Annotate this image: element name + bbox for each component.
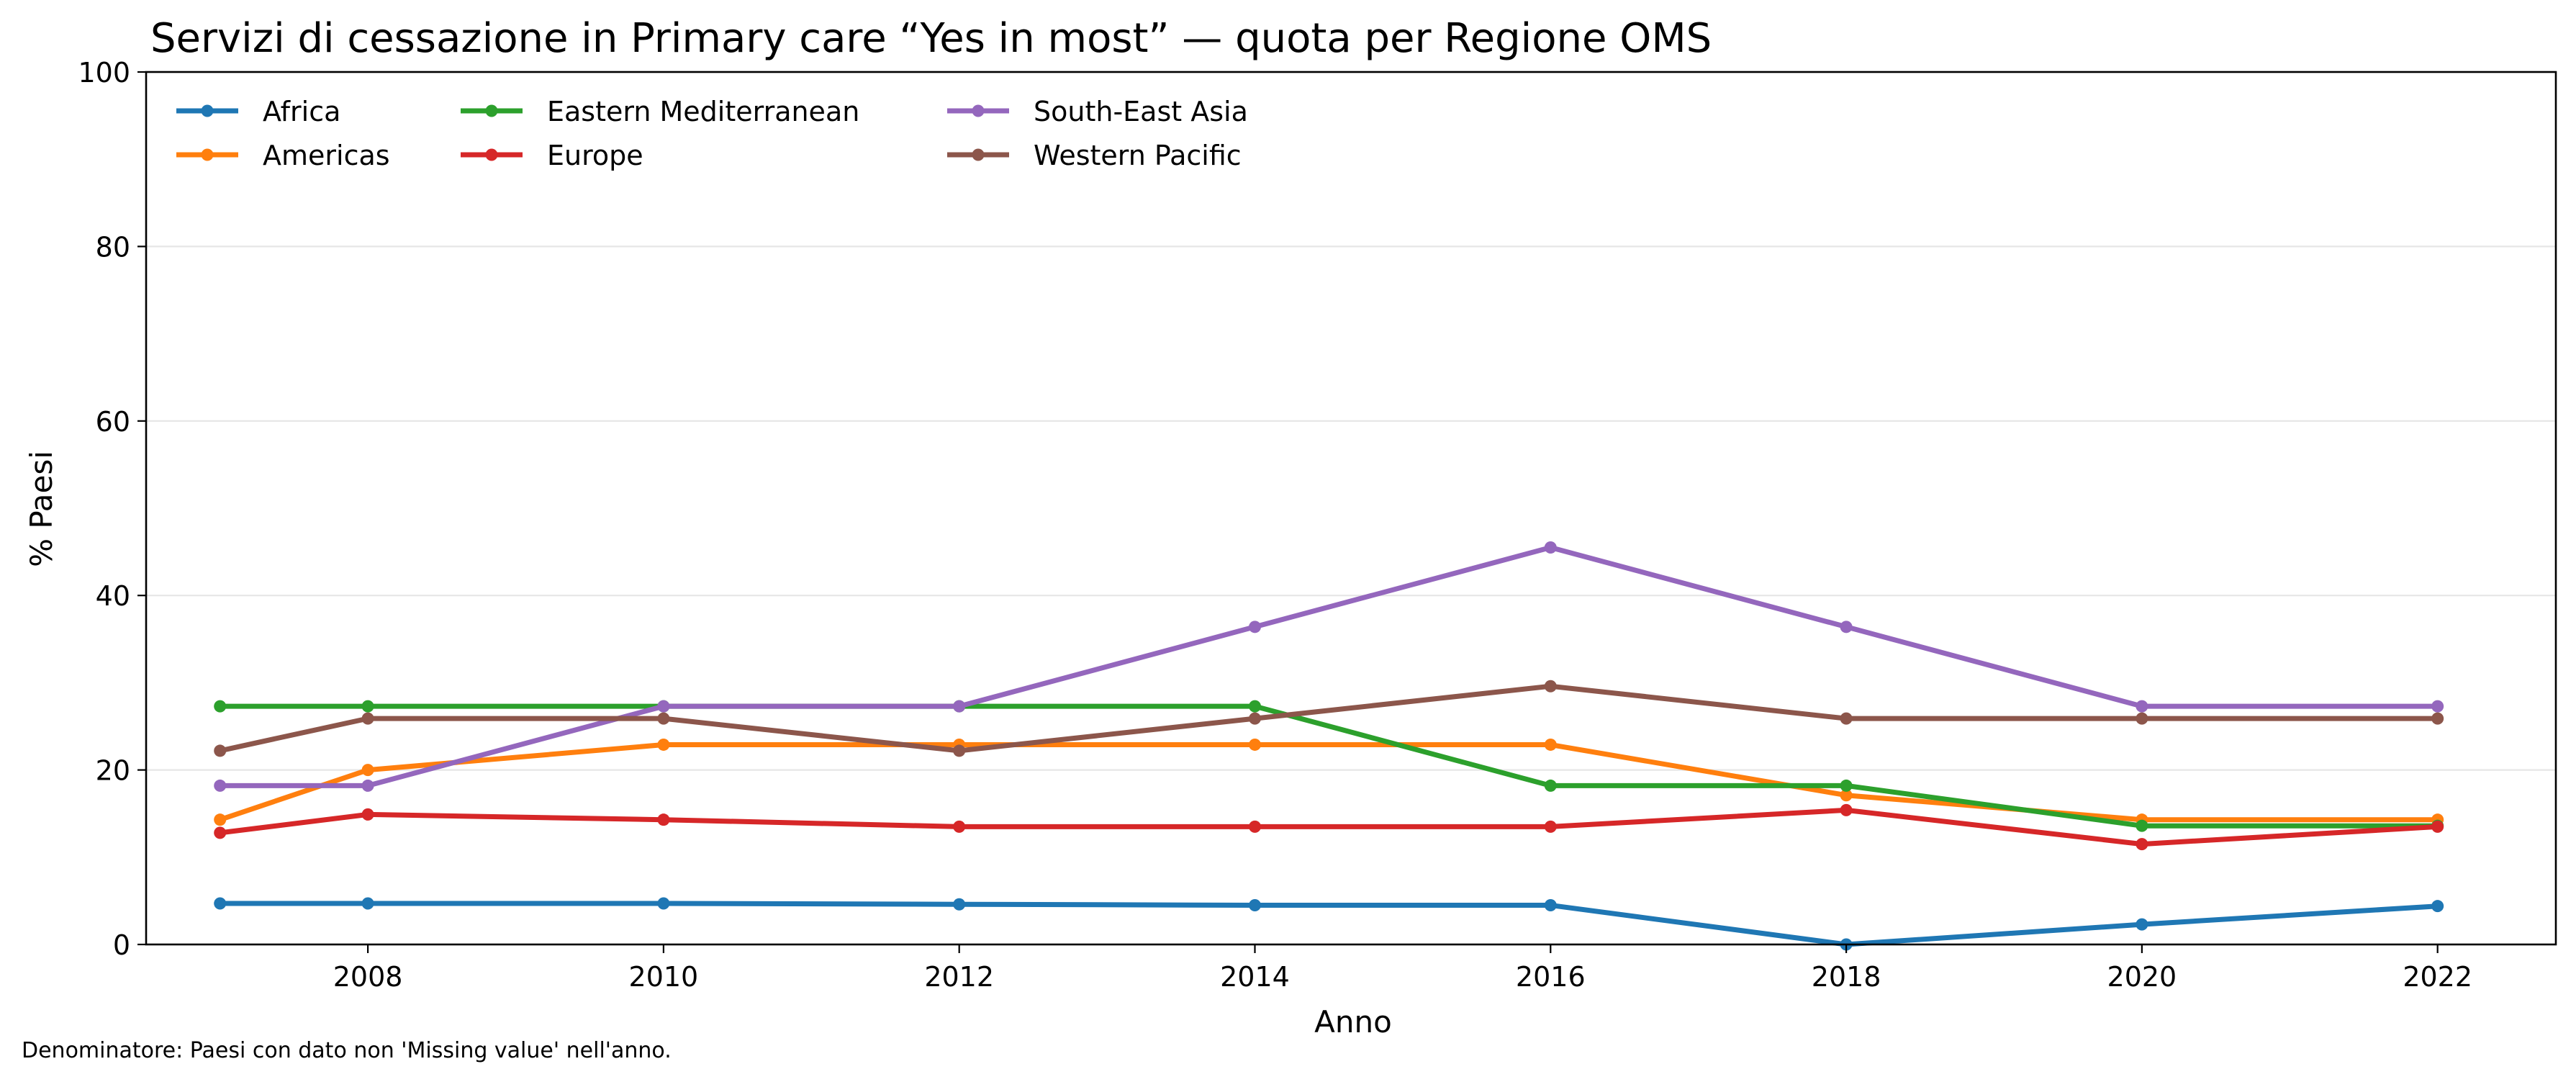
data-point [214, 897, 227, 910]
data-point [214, 700, 227, 713]
legend-item: Africa [176, 96, 340, 127]
x-tick-label: 2012 [924, 961, 994, 993]
legend-item: South-East Asia [947, 96, 1248, 127]
axes: 0 20 40 60 80 100 2008 2010 2012 2014 2016 2018 2020… [78, 57, 2472, 993]
series-europe [214, 803, 2444, 851]
data-point [657, 712, 670, 725]
series-layer [214, 541, 2444, 951]
data-point [953, 820, 966, 833]
data-point [1544, 541, 1557, 554]
data-point [214, 813, 227, 826]
series-africa [214, 897, 2444, 951]
legend-item: Eastern Mediterranean [461, 96, 859, 127]
x-axis-label: Anno [1314, 1004, 1392, 1039]
legend-marker [201, 104, 214, 117]
data-point [214, 826, 227, 839]
plot-frame [145, 71, 2557, 946]
y-tick-label: 20 [96, 755, 130, 787]
data-point [657, 897, 670, 910]
legend: Africa Americas Eastern Mediterranean Europ… [176, 96, 1248, 171]
data-point [2136, 838, 2148, 851]
data-point [1544, 779, 1557, 792]
grid-lines [146, 245, 2556, 771]
x-tick-label: 2016 [1516, 961, 1586, 993]
data-point [1840, 621, 1853, 633]
data-point [1248, 712, 1261, 725]
legend-marker [972, 148, 985, 161]
data-point [361, 779, 374, 792]
data-point [2431, 820, 2444, 833]
y-axis-label: % Paesi [24, 451, 59, 567]
x-tick-label: 2014 [1220, 961, 1290, 993]
data-point [361, 712, 374, 725]
data-point [2431, 900, 2444, 913]
data-point [1248, 820, 1261, 833]
x-tick-label: 2020 [2107, 961, 2177, 993]
data-point [214, 744, 227, 757]
y-tick-label: 40 [96, 580, 130, 612]
data-point [1248, 700, 1261, 713]
legend-item: Americas [176, 140, 390, 171]
data-point [361, 764, 374, 777]
legend-item: Europe [461, 140, 643, 171]
data-point [1840, 712, 1853, 725]
data-point [953, 898, 966, 911]
data-point [953, 700, 966, 713]
data-point [1840, 789, 1853, 802]
legend-marker [201, 148, 214, 161]
legend-label: Western Pacific [1034, 140, 1242, 171]
x-tick-label: 2018 [1812, 961, 1881, 993]
y-tick-label: 0 [113, 929, 130, 961]
y-tick-label: 60 [96, 406, 130, 438]
data-point [953, 744, 966, 757]
data-point [2136, 712, 2148, 725]
series-south-east-asia [214, 541, 2444, 792]
footnote: Denominatore: Paesi con dato non 'Missin… [22, 1038, 672, 1063]
data-point [214, 779, 227, 792]
legend-label: Americas [263, 140, 390, 171]
x-tick-label: 2008 [333, 961, 403, 993]
data-point [1544, 820, 1557, 833]
legend-label: Africa [263, 96, 340, 127]
data-point [361, 897, 374, 910]
data-point [2431, 700, 2444, 713]
y-tick-label: 100 [78, 57, 130, 89]
legend-label: Europe [547, 140, 643, 171]
data-point [657, 738, 670, 751]
data-point [361, 700, 374, 713]
data-point [1248, 738, 1261, 751]
x-tick-label: 2010 [629, 961, 699, 993]
legend-item: Western Pacific [947, 140, 1242, 171]
legend-marker [485, 148, 498, 161]
data-point [1840, 779, 1853, 792]
series-western-pacific [214, 680, 2444, 757]
data-point [2136, 819, 2148, 832]
legend-marker [485, 104, 498, 117]
data-point [1544, 680, 1557, 693]
data-point [657, 700, 670, 713]
data-point [1248, 621, 1261, 633]
data-point [1544, 738, 1557, 751]
x-tick-label: 2022 [2403, 961, 2472, 993]
data-point [361, 808, 374, 821]
data-point [2136, 700, 2148, 713]
data-point [2431, 712, 2444, 725]
data-point [1840, 803, 1853, 816]
chart-title: Servizi di cessazione in Primary care “Y… [150, 15, 1712, 62]
legend-label: Eastern Mediterranean [547, 96, 859, 127]
data-point [2136, 918, 2148, 931]
data-point [657, 813, 670, 826]
y-tick-label: 80 [96, 231, 130, 263]
legend-label: South-East Asia [1034, 96, 1248, 127]
legend-marker [972, 104, 985, 117]
data-point [1248, 898, 1261, 911]
data-point [1544, 898, 1557, 911]
